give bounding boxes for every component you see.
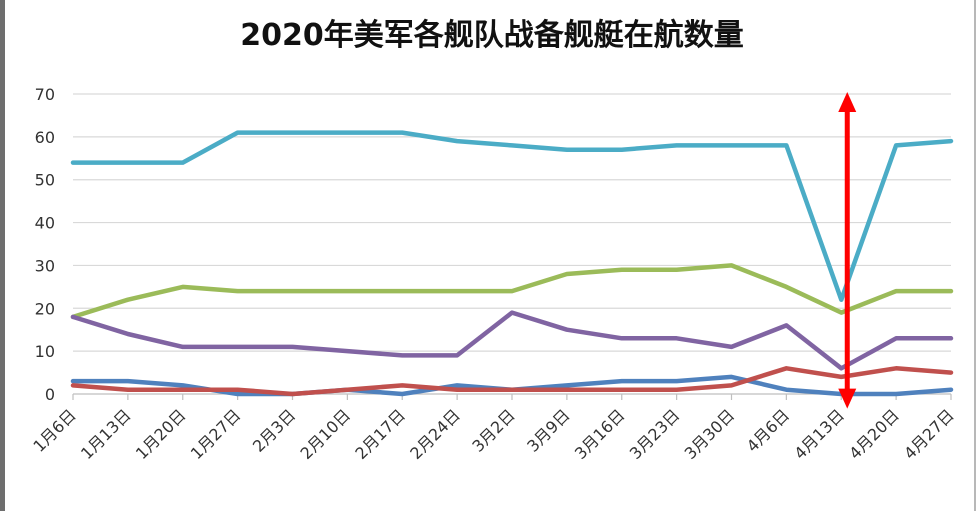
gridlines [73,93,951,352]
x-tick-label: 1月6日 [29,405,79,455]
series-green-line [70,263,954,320]
annotation-arrow-head-down [838,388,857,409]
right-frame-border [974,0,976,511]
annotation-layer [838,92,857,409]
y-tick-label: 20 [35,299,55,318]
y-tick-label: 30 [35,256,55,275]
x-tick-label: 4月20日 [845,405,903,463]
y-tick-label: 60 [35,128,55,147]
x-tick-label: 1月27日 [187,405,245,463]
x-tick-label: 2月10日 [297,405,355,463]
series-lines [70,130,954,397]
left-frame-border [0,0,5,511]
y-tick-label: 0 [45,385,55,404]
series-red-line [70,366,954,397]
x-tick-label: 3月16日 [571,405,629,463]
x-tick-label: 4月27日 [900,405,958,463]
x-tick-label: 3月2日 [468,405,518,455]
x-axis [72,393,952,400]
x-tick-label: 2月17日 [351,405,409,463]
x-tick-label: 3月30日 [681,405,739,463]
x-tick-label: 3月9日 [523,405,573,455]
x-tick-label: 1月20日 [132,405,190,463]
y-tick-label: 70 [35,85,55,104]
x-tick-label: 3月23日 [626,405,684,463]
y-axis-tick-labels: 0 10 20 30 40 50 60 70 [35,85,55,404]
x-tick-label: 4月6日 [743,405,793,455]
y-tick-label: 50 [35,171,55,190]
series-purple-line [70,310,954,371]
x-tick-label: 2月3日 [249,405,299,455]
annotation-arrow-head-up [838,92,857,112]
x-tick-label: 4月13日 [790,405,848,463]
y-tick-label: 40 [35,214,55,233]
series-teal-line [70,130,954,302]
chart-title: 2020年美军各舰队战备舰艇在航数量 [240,18,744,53]
y-tick-label: 10 [35,342,55,361]
x-tick-label: 2月24日 [406,405,464,463]
x-tick-label: 1月13日 [77,405,135,463]
